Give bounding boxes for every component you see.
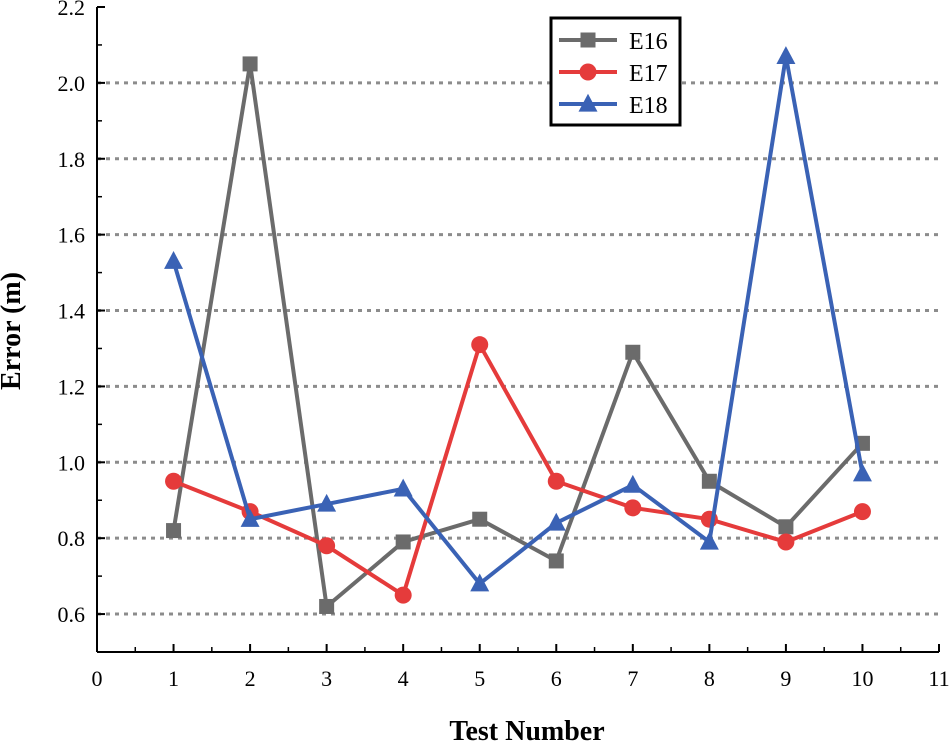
point-E18-5 — [470, 573, 490, 592]
legend-label-E17: E17 — [629, 61, 668, 87]
series-line-E16 — [171, 63, 864, 611]
x-tick-label-0: 0 — [92, 666, 103, 691]
y-tick-label-8: 2.2 — [58, 0, 86, 20]
x-tick-label-9: 9 — [780, 666, 791, 691]
point-E16-6 — [548, 553, 564, 569]
y-tick-label-2: 1.0 — [58, 450, 86, 475]
axes: 0.6 0.8 1.0 1.2 1.4 1.6 1.8 2.0 2.2 0 1 2 3 4 5 6 7 8 9 10 1… — [58, 0, 950, 691]
series — [164, 46, 872, 614]
series-line-E18 — [171, 55, 865, 587]
x-tick-label-2: 2 — [245, 666, 256, 691]
y-tick-label-1: 0.8 — [58, 526, 86, 551]
point-E16-4 — [395, 534, 411, 550]
legend-marker-E18 — [578, 93, 598, 112]
point-E16-8 — [701, 473, 717, 489]
x-tick-label-4: 4 — [398, 666, 409, 691]
point-E18-9 — [776, 46, 796, 64]
point-E18-7 — [623, 474, 643, 493]
series-E18 — [164, 46, 872, 592]
y-tick-label-3: 1.2 — [58, 374, 86, 399]
y-axis-title: Error (m) — [0, 272, 27, 390]
point-E18-10 — [852, 463, 872, 482]
x-tick-label-5: 5 — [474, 666, 485, 691]
x-tick-label-6: 6 — [551, 666, 562, 691]
point-E18-8 — [699, 531, 719, 550]
y-tick-label-7: 2.0 — [58, 71, 86, 96]
point-E17-1 — [165, 472, 183, 490]
y-tick-label-4: 1.4 — [58, 299, 86, 324]
x-tick-label-3: 3 — [321, 666, 332, 691]
legend-marker-E16 — [580, 32, 596, 48]
point-E17-9 — [777, 533, 795, 551]
point-E17-10 — [853, 503, 871, 521]
point-E16-9 — [778, 519, 794, 535]
point-E16-1 — [166, 523, 182, 539]
y-tick-label-6: 1.8 — [58, 147, 86, 172]
y-tick-label-0: 0.6 — [58, 602, 86, 627]
point-E18-2 — [240, 509, 260, 527]
series-E17 — [165, 336, 871, 604]
x-tick-label-11: 11 — [928, 666, 949, 691]
legend-label-E18: E18 — [629, 93, 668, 119]
point-E16-2 — [242, 56, 258, 72]
point-E17-3 — [318, 537, 336, 555]
legend-marker-E17 — [579, 63, 597, 81]
x-tick-label-1: 1 — [168, 666, 179, 691]
y-tick-label-5: 1.6 — [58, 223, 86, 248]
series-line-E17 — [172, 339, 864, 599]
x-axis-title: Test Number — [449, 716, 604, 742]
x-tick-label-10: 10 — [851, 666, 873, 691]
point-E17-4 — [394, 586, 412, 604]
point-E17-7 — [624, 499, 642, 517]
point-E16-5 — [472, 511, 488, 527]
point-E16-7 — [625, 344, 641, 360]
legend: E16 E17 E18 — [549, 16, 682, 127]
point-E18-1 — [164, 251, 184, 269]
x-tick-label-8: 8 — [704, 666, 715, 691]
x-tick-label-7: 7 — [627, 666, 638, 691]
series-E16 — [166, 56, 870, 614]
point-E18-3 — [317, 493, 337, 512]
point-E18-4 — [393, 478, 413, 497]
point-E18-6 — [546, 512, 566, 531]
point-E16-3 — [319, 598, 335, 614]
point-E17-6 — [547, 472, 565, 490]
gridlines — [97, 81, 939, 616]
point-E17-5 — [471, 336, 489, 354]
legend-label-E16: E16 — [629, 29, 668, 55]
